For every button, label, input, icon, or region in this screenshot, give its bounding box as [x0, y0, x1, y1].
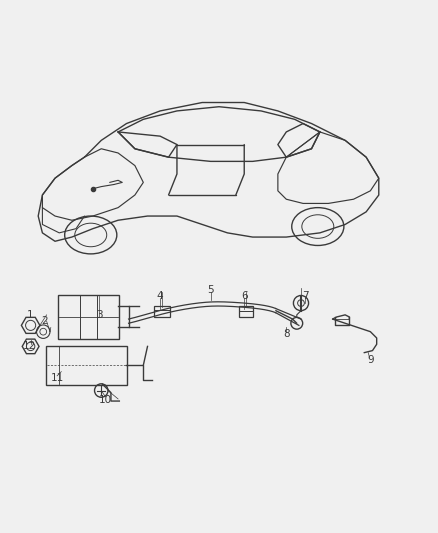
Text: 5: 5: [207, 285, 214, 295]
FancyBboxPatch shape: [239, 306, 254, 317]
Text: 12: 12: [23, 342, 36, 351]
Text: 11: 11: [50, 373, 64, 383]
Text: 6: 6: [241, 291, 247, 301]
Text: 9: 9: [367, 355, 374, 365]
Text: 7: 7: [302, 291, 308, 301]
Text: 8: 8: [283, 329, 290, 339]
Text: 1: 1: [26, 310, 33, 320]
Text: 4: 4: [157, 291, 163, 301]
Text: 2: 2: [41, 316, 48, 326]
FancyBboxPatch shape: [154, 306, 170, 317]
Text: 3: 3: [96, 310, 102, 320]
Text: 10: 10: [99, 395, 112, 405]
